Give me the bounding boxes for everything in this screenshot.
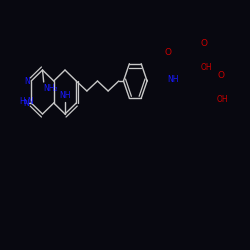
Text: N: N: [24, 78, 30, 86]
Text: OH: OH: [200, 64, 212, 72]
Text: NH: NH: [167, 76, 179, 84]
Text: NH: NH: [59, 91, 71, 100]
Text: N: N: [24, 98, 30, 108]
Text: OH: OH: [217, 96, 228, 104]
Text: O: O: [217, 71, 224, 80]
Text: H₂N: H₂N: [19, 98, 34, 106]
Text: NH₂: NH₂: [44, 84, 58, 93]
Text: O: O: [165, 48, 172, 57]
Text: O: O: [201, 39, 208, 48]
